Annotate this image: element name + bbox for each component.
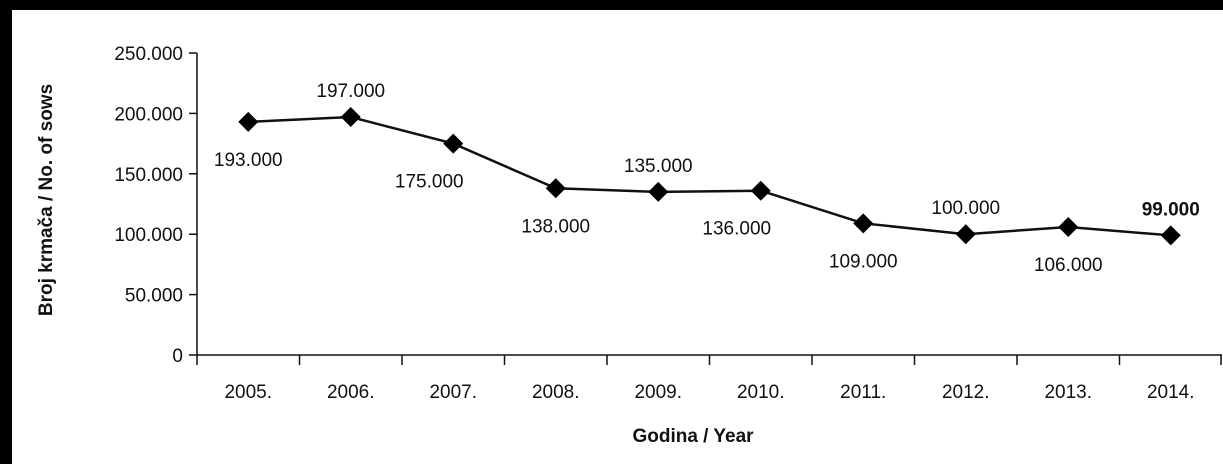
series-sows	[238, 107, 1181, 246]
data-labels: 193.000 197.000 175.000 138.000 135.000 136.0…	[214, 81, 1200, 276]
data-label: 193.000	[214, 150, 283, 171]
data-point-marker	[853, 213, 874, 234]
x-axis-title: Godina / Year	[632, 426, 754, 447]
x-tick-label: 2006.	[327, 382, 375, 403]
x-tick-label: 2007.	[429, 382, 477, 403]
data-label: 136.000	[702, 219, 771, 240]
x-tick-label: 2009.	[634, 382, 682, 403]
x-tick-label: 2014.	[1147, 382, 1195, 403]
x-tick-label: 2008.	[532, 382, 580, 403]
data-label: 100.000	[931, 198, 1000, 219]
data-label: 175.000	[395, 172, 464, 193]
data-point-marker	[955, 224, 976, 245]
data-label: 99.000	[1142, 199, 1200, 220]
data-point-marker	[1160, 225, 1181, 246]
x-tick-label: 2011.	[840, 382, 886, 403]
data-point-marker	[545, 178, 566, 199]
y-axis: 0 50.000 100.000 150.000 200.000 250.000	[114, 44, 198, 367]
x-axis: 2005. 2006. 2007. 2008. 2009. 2010. 2011. 2012.…	[196, 354, 1222, 403]
y-tick-label: 200.000	[114, 104, 183, 125]
x-tick-label: 2010.	[737, 382, 785, 403]
y-tick-label: 50.000	[125, 286, 183, 307]
data-point-marker	[238, 111, 259, 132]
data-point-marker	[1058, 216, 1079, 237]
y-axis-title: Broj krmača / No. of sows	[36, 84, 57, 316]
data-point-marker	[443, 133, 464, 154]
data-label: 106.000	[1034, 255, 1103, 276]
data-label: 135.000	[624, 156, 693, 177]
data-label: 109.000	[829, 251, 898, 272]
x-tick-label: 2013.	[1044, 382, 1092, 403]
data-point-marker	[648, 181, 669, 202]
y-tick-label: 0	[172, 346, 183, 367]
y-tick-label: 250.000	[114, 44, 183, 65]
x-tick-label: 2012.	[942, 382, 990, 403]
x-tick-label: 2005.	[224, 382, 272, 403]
data-point-marker	[750, 180, 771, 201]
data-point-marker	[340, 107, 361, 128]
y-tick-label: 150.000	[114, 165, 183, 186]
data-label: 197.000	[316, 81, 385, 102]
series-line	[248, 115, 1171, 237]
y-tick-label: 100.000	[114, 225, 183, 246]
data-label: 138.000	[521, 216, 590, 237]
